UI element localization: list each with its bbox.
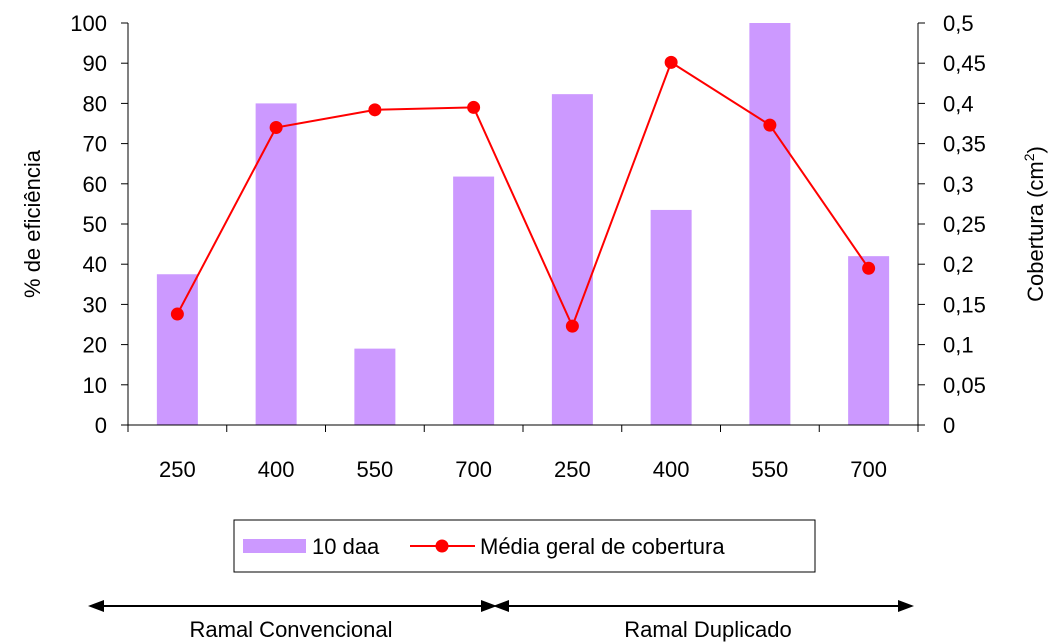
y-tick-label-right-1: 0,05: [943, 373, 986, 398]
y-axis-right-label: Cobertura (cm2): [1021, 146, 1048, 302]
x-tick-label-1: 400: [258, 457, 295, 482]
legend-swatch-bar: [243, 539, 306, 553]
y-tick-label-right-7: 0,35: [943, 132, 986, 157]
y-tick-label-right-8: 0,4: [943, 91, 974, 116]
bar-2: [354, 349, 395, 425]
line-marker-0: [171, 308, 184, 321]
line-marker-1: [270, 121, 283, 134]
y-tick-label-left-9: 90: [83, 51, 107, 76]
y-tick-label-right-2: 0,1: [943, 333, 974, 358]
y-tick-label-left-6: 60: [83, 172, 107, 197]
line-marker-3: [467, 101, 480, 114]
line-marker-5: [665, 56, 678, 69]
bar-4: [552, 94, 593, 425]
y-tick-label-left-1: 10: [83, 373, 107, 398]
group-label-ramal-convencional: Ramal Convencional: [190, 617, 393, 642]
group-brackets: Ramal Convencional Ramal Duplicado: [88, 600, 914, 642]
line-marker-7: [862, 262, 875, 275]
axes: [121, 23, 925, 432]
y-tick-label-right-10: 0,5: [943, 11, 974, 36]
bar-7: [848, 256, 889, 425]
bar-3: [453, 177, 494, 425]
y-tick-label-right-4: 0,2: [943, 252, 974, 277]
line-marker-6: [763, 119, 776, 132]
bar-5: [651, 210, 692, 425]
y-tick-label-right-6: 0,3: [943, 172, 974, 197]
x-tick-label-3: 700: [455, 457, 492, 482]
y-tick-label-right-3: 0,15: [943, 292, 986, 317]
y-axis-label: % de eficiência: [20, 149, 45, 298]
legend: 10 daa Média geral de cobertura: [234, 520, 815, 572]
y-tick-label-left-7: 70: [83, 132, 107, 157]
bar-6: [749, 23, 790, 425]
bar-1: [256, 103, 297, 425]
group-arrow-ramal-convencional: [88, 600, 497, 612]
x-tick-label-2: 550: [357, 457, 394, 482]
y-tick-label-left-8: 80: [83, 91, 107, 116]
group-label-ramal-duplicado: Ramal Duplicado: [624, 617, 792, 642]
y-axis-right-label-close: ): [1023, 146, 1048, 153]
legend-label-bar: 10 daa: [312, 534, 380, 559]
x-tick-label-0: 250: [159, 457, 196, 482]
y-tick-label-left-2: 20: [83, 333, 107, 358]
legend-label-line: Média geral de cobertura: [480, 534, 725, 559]
line-marker-2: [368, 103, 381, 116]
y-tick-label-left-10: 100: [70, 11, 107, 36]
group-arrow-ramal-duplicado: [493, 600, 914, 612]
y-tick-label-right-9: 0,45: [943, 51, 986, 76]
y-tick-label-left-0: 0: [95, 413, 107, 438]
legend-swatch-marker: [436, 540, 449, 553]
line-marker-4: [566, 320, 579, 333]
x-tick-label-6: 550: [752, 457, 789, 482]
bar-series: [157, 23, 889, 425]
x-tick-label-4: 250: [554, 457, 591, 482]
y-tick-label-right-5: 0,25: [943, 212, 986, 237]
y-axis-right-label-base: Cobertura (cm: [1023, 161, 1048, 302]
x-tick-label-7: 700: [850, 457, 887, 482]
y-tick-label-right-0: 0: [943, 413, 955, 438]
y-tick-label-left-4: 40: [83, 252, 107, 277]
y-axis-right-label-sup: 2: [1021, 153, 1037, 161]
x-tick-label-5: 400: [653, 457, 690, 482]
y-tick-label-left-5: 50: [83, 212, 107, 237]
y-tick-label-left-3: 30: [83, 292, 107, 317]
bar-0: [157, 274, 198, 425]
